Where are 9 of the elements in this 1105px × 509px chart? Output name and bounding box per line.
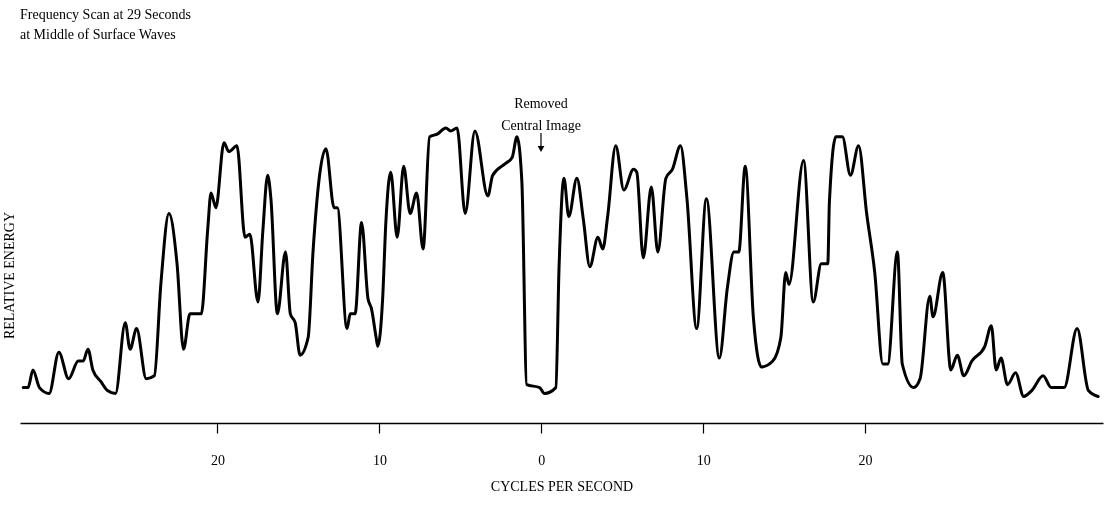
x-tick-label: 10	[372, 452, 387, 468]
x-tick-label: 20	[211, 452, 225, 468]
x-tick-label: 0	[538, 452, 546, 468]
chart-title: Frequency Scan at 29 Seconds at Middle of Surface Waves	[20, 7, 192, 42]
annotation: Removed Central Image	[501, 96, 581, 133]
x-axis-title: CYCLES PER SECOND	[490, 478, 634, 494]
x-tick-label: 10	[696, 452, 711, 468]
y-axis-title: RELATIVE ENERGY	[1, 211, 17, 340]
x-tick-label: 20	[858, 452, 873, 468]
